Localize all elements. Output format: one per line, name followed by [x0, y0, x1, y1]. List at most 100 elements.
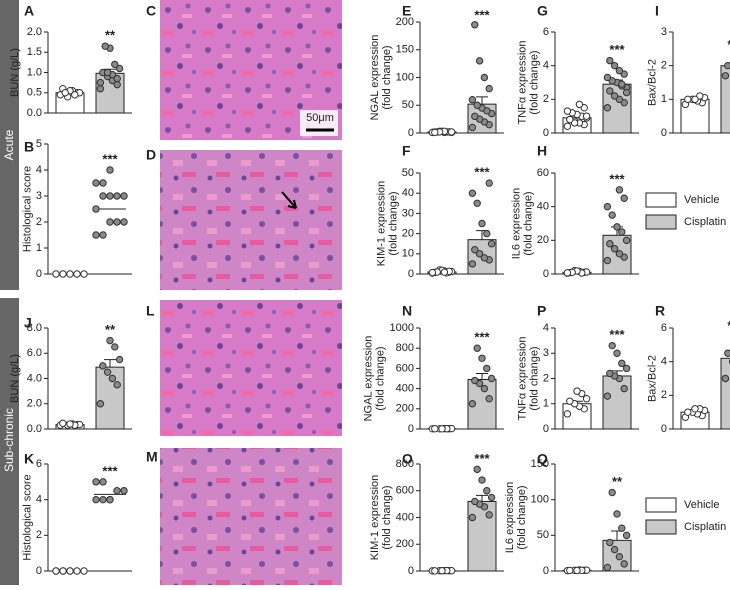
panel-letter: L — [146, 303, 155, 319]
data-point — [621, 561, 627, 567]
data-point — [476, 58, 482, 64]
y-tick-label: 4 — [36, 164, 42, 176]
y-tick-label: 800 — [396, 342, 414, 354]
data-point — [607, 241, 613, 247]
y-axis-label: (fold change) — [529, 346, 541, 410]
data-point — [616, 68, 622, 74]
significance: *** — [102, 151, 118, 166]
y-tick-label: 4.0 — [27, 372, 42, 384]
y-tick-label: 4 — [661, 356, 667, 368]
data-point — [93, 180, 99, 186]
y-axis-label: NGAL expression — [369, 35, 381, 121]
y-tick-label: 6.0 — [27, 347, 42, 359]
y-tick-label: 4 — [543, 60, 549, 72]
legend-swatch — [646, 193, 676, 207]
data-point — [611, 62, 617, 68]
data-point — [564, 123, 570, 129]
y-tick-label: 2 — [543, 93, 549, 105]
data-point — [81, 271, 87, 277]
data-point — [441, 269, 447, 275]
legend-swatch — [646, 215, 676, 229]
data-point — [100, 479, 106, 485]
data-point — [604, 203, 610, 209]
legend-label: Cisplatin — [684, 521, 726, 533]
y-tick-label: 60 — [537, 167, 549, 179]
data-point — [484, 488, 490, 494]
data-point — [448, 129, 454, 135]
y-tick-label: 50 — [402, 167, 414, 179]
legend-label: Cisplatin — [684, 216, 726, 228]
data-point — [74, 568, 80, 574]
significance: *** — [609, 42, 625, 57]
histology-image — [160, 300, 342, 436]
y-axis-label: (fold change) — [522, 191, 534, 255]
y-axis-label: IL6 expression — [510, 188, 522, 260]
y-axis-label: (fold change) — [387, 191, 399, 255]
data-point — [74, 271, 80, 277]
y-tick-label: 800 — [396, 458, 414, 470]
data-point — [616, 251, 622, 257]
histology-image — [160, 150, 342, 290]
y-axis-label: Bax/Bcl-2 — [647, 355, 659, 402]
y-tick-label: 6 — [543, 26, 549, 38]
legend-label: Vehicle — [684, 499, 719, 511]
data-point — [616, 554, 622, 560]
data-point — [93, 232, 99, 238]
y-tick-label: 0 — [408, 423, 414, 435]
data-point — [564, 411, 570, 417]
y-axis-label: BUN (g/L) — [9, 354, 21, 403]
data-point — [104, 69, 110, 75]
data-point — [619, 525, 625, 531]
data-point — [107, 193, 113, 199]
y-tick-label: 200 — [396, 403, 414, 415]
data-point — [474, 345, 480, 351]
y-tick-label: 100 — [396, 71, 414, 83]
data-point — [614, 350, 620, 356]
significance: *** — [474, 165, 490, 180]
y-tick-label: 6 — [661, 322, 667, 334]
y-axis-label: (fold change) — [381, 485, 393, 549]
y-tick-label: 40 — [537, 201, 549, 213]
histology-image — [160, 448, 342, 585]
y-axis-label: Bax/Bcl-2 — [647, 59, 659, 106]
significance: ** — [612, 474, 623, 489]
data-point — [429, 269, 435, 275]
data-point — [479, 477, 485, 483]
y-tick-label: 2 — [661, 389, 667, 401]
y-tick-label: 150 — [531, 458, 549, 470]
data-point — [62, 90, 68, 96]
data-point — [623, 237, 629, 243]
data-point — [121, 488, 127, 494]
data-point — [60, 568, 66, 574]
data-point — [439, 426, 445, 432]
y-tick-label: 4 — [543, 322, 549, 334]
y-tick-label: 0 — [408, 565, 414, 577]
y-axis-label: KIM-1 expression — [375, 181, 387, 267]
y-axis-label: (fold change) — [529, 50, 541, 114]
data-point — [97, 401, 103, 407]
data-point — [114, 193, 120, 199]
data-point — [107, 496, 113, 502]
data-point — [623, 89, 629, 95]
data-point — [484, 230, 490, 236]
data-point — [116, 356, 122, 362]
data-point — [607, 88, 613, 94]
data-point — [439, 568, 445, 574]
data-point — [564, 270, 570, 276]
data-point — [93, 479, 99, 485]
y-tick-label: 20 — [537, 234, 549, 246]
y-tick-label: 100 — [531, 494, 549, 506]
data-point — [619, 360, 625, 366]
bar — [721, 358, 730, 429]
y-tick-label: 1 — [36, 242, 42, 254]
data-point — [107, 337, 113, 343]
data-point — [567, 398, 573, 404]
data-point — [567, 567, 573, 573]
data-point — [725, 62, 730, 68]
scale-bar-label: 50μm — [306, 112, 334, 124]
data-point — [623, 532, 629, 538]
data-point — [722, 375, 728, 381]
data-point — [611, 246, 617, 252]
y-axis-label: (fold change) — [375, 346, 387, 410]
data-point — [472, 247, 478, 253]
